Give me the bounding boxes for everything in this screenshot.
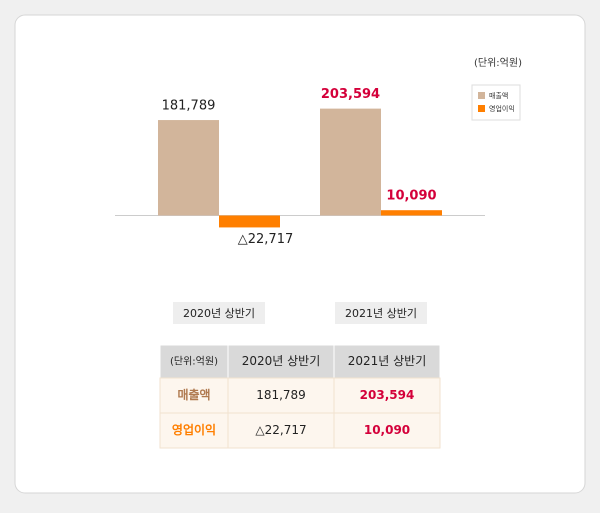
table-cell-text: 181,789 <box>256 388 306 402</box>
x-tick-label: 2020년 상반기 <box>183 307 255 320</box>
legend-swatch <box>478 105 485 112</box>
bar <box>219 215 280 228</box>
legend <box>471 84 521 121</box>
unit-label: (단위:억원) <box>474 56 522 69</box>
table-cell-text: 10,090 <box>364 423 410 437</box>
table-cell-text: 203,594 <box>360 388 415 402</box>
table-cell <box>227 412 335 449</box>
category-box <box>335 302 427 324</box>
bar <box>158 120 219 216</box>
legend-label: 영업이익 <box>489 104 515 113</box>
card <box>14 14 586 494</box>
table-header-text: (단위:억원) <box>170 355 218 368</box>
table-header-text: 2020년 상반기 <box>242 354 321 368</box>
category-box <box>173 302 265 324</box>
legend-swatch <box>478 92 485 99</box>
table-cell-text: 매출액 <box>177 387 210 402</box>
table-header-text: 2021년 상반기 <box>348 354 427 368</box>
table-cell <box>333 377 441 414</box>
table-cell <box>333 412 441 449</box>
table-header-cell <box>227 344 335 379</box>
value-label: △22,717 <box>238 232 294 247</box>
bar <box>381 210 442 216</box>
table-header-cell <box>159 344 229 379</box>
value-label: 10,090 <box>386 189 436 204</box>
x-tick-label: 2021년 상반기 <box>345 307 417 320</box>
legend-label: 매출액 <box>489 91 508 100</box>
table-cell-text: 영업이익 <box>172 422 216 437</box>
value-label: 181,789 <box>162 99 216 114</box>
bar <box>320 108 381 216</box>
table-cell-text: △22,717 <box>255 423 306 437</box>
table-cell <box>159 412 229 449</box>
value-label: 203,594 <box>321 87 380 102</box>
